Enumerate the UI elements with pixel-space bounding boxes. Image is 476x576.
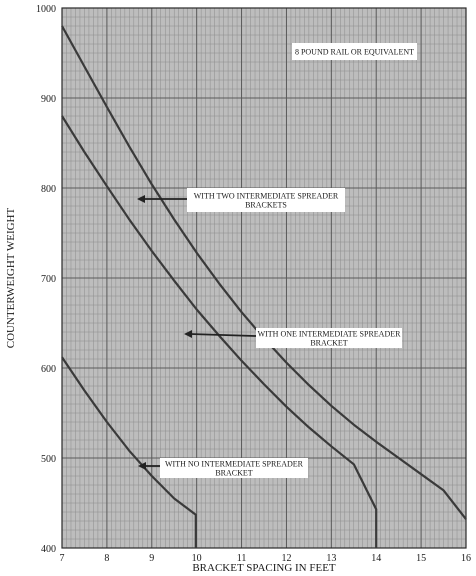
y-tick-label: 800 [41, 184, 56, 195]
x-tick-label: 16 [461, 553, 471, 564]
annotation-text: BRACKET [310, 339, 347, 348]
y-tick-label: 400 [41, 544, 56, 555]
annotation-arrow-head [138, 462, 146, 470]
y-axis-label: COUNTERWEIGHT WEIGHT [5, 208, 17, 349]
x-tick-label: 12 [281, 553, 291, 564]
annotation-text: WITH ONE INTERMEDIATE SPREADER [258, 330, 402, 339]
series-line-2 [61, 115, 378, 548]
annotation-box [187, 188, 345, 212]
x-tick-label: 9 [149, 553, 154, 564]
x-tick-label: 10 [192, 553, 202, 564]
annotation-text: 8 POUND RAIL OR EQUIVALENT [295, 48, 414, 57]
annotation-arrow-line [189, 333, 257, 337]
annotation-text: BRACKETS [245, 201, 287, 210]
grid [61, 7, 467, 549]
x-tick-label: 11 [237, 553, 247, 564]
y-tick-label: 600 [41, 364, 56, 375]
plot-frame [61, 7, 467, 549]
annotation-text: WITH NO INTERMEDIATE SPREADER [165, 460, 304, 469]
annotation-arrow-head [184, 330, 192, 338]
y-tick-label: 700 [41, 274, 56, 285]
y-tick-label: 500 [41, 454, 56, 465]
x-tick-label: 7 [60, 553, 65, 564]
annotation-box [256, 328, 402, 348]
y-tick-label: 1000 [36, 4, 56, 15]
x-tick-label: 15 [416, 553, 426, 564]
x-axis-label: BRACKET SPACING IN FEET [192, 562, 336, 574]
y-tick-label: 900 [41, 94, 56, 105]
annotation-box [160, 458, 308, 478]
annotation-box [292, 43, 417, 60]
annotation-arrow-head [137, 195, 145, 203]
series-line-3 [61, 356, 197, 548]
x-tick-label: 13 [326, 553, 336, 564]
annotation-text: BRACKET [215, 469, 252, 478]
annotation-text: WITH TWO INTERMEDIATE SPREADER [194, 192, 339, 201]
annotation-1: 8 POUND RAIL OR EQUIVALENT [292, 43, 417, 60]
x-tick-label: 8 [104, 553, 109, 564]
x-tick-label: 14 [371, 553, 381, 564]
